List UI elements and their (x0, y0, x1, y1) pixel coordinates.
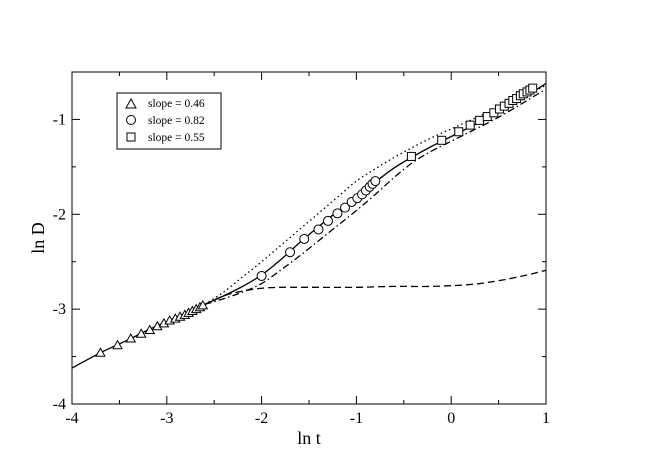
tick-group: -4 -3 -2 -1 0 1 -4 -3 -2 -1 (53, 72, 550, 427)
circle-marker (299, 233, 310, 244)
circle-marker (370, 176, 381, 187)
x-tick-label: -4 (65, 410, 78, 427)
triangle-marker (125, 333, 137, 343)
circle-marker (340, 202, 351, 213)
triangle-marker (112, 339, 123, 350)
x-tick-label: 1 (542, 410, 550, 427)
legend-circle-marker (126, 115, 136, 125)
square-marker (437, 135, 447, 145)
legend-label-triangle: slope = 0.46 (148, 98, 205, 110)
legend-square-marker (126, 132, 136, 142)
x-tick-label: -2 (255, 410, 268, 427)
y-tick-label: -3 (53, 301, 66, 318)
circle-marker (285, 247, 296, 258)
series-line-dashed (204, 269, 547, 305)
triangle-marker (197, 299, 209, 310)
series-line-dashdot (204, 88, 547, 306)
y-tick-label: -1 (53, 111, 66, 128)
square-marker (475, 115, 485, 125)
square-marker (528, 83, 538, 93)
y-tick-label: -2 (53, 206, 66, 223)
x-tick-label: 0 (447, 410, 455, 427)
legend-label-circle: slope = 0.82 (148, 115, 205, 127)
circle-marker (322, 215, 333, 226)
circle-marker (256, 270, 267, 281)
legend-box (116, 92, 222, 150)
triangle-marker (135, 328, 147, 338)
square-marker (454, 127, 464, 137)
triangle-marker (144, 324, 156, 335)
circle-marker (313, 224, 324, 235)
x-tick-label: -1 (350, 410, 363, 427)
x-tick-label: -3 (160, 410, 173, 427)
legend: slope = 0.46 slope = 0.82 slope = 0.55 (116, 92, 222, 150)
circle-marker (332, 208, 343, 219)
legend-triangle-marker (125, 97, 137, 109)
y-tick-label: -4 (53, 396, 66, 413)
marker-group (95, 83, 538, 357)
square-marker (465, 120, 475, 130)
x-axis-title: ln t (297, 428, 321, 448)
square-marker (406, 151, 416, 161)
y-axis-title: ln D (28, 222, 48, 254)
triangle-marker (95, 347, 106, 357)
legend-label-square: slope = 0.55 (148, 132, 205, 144)
